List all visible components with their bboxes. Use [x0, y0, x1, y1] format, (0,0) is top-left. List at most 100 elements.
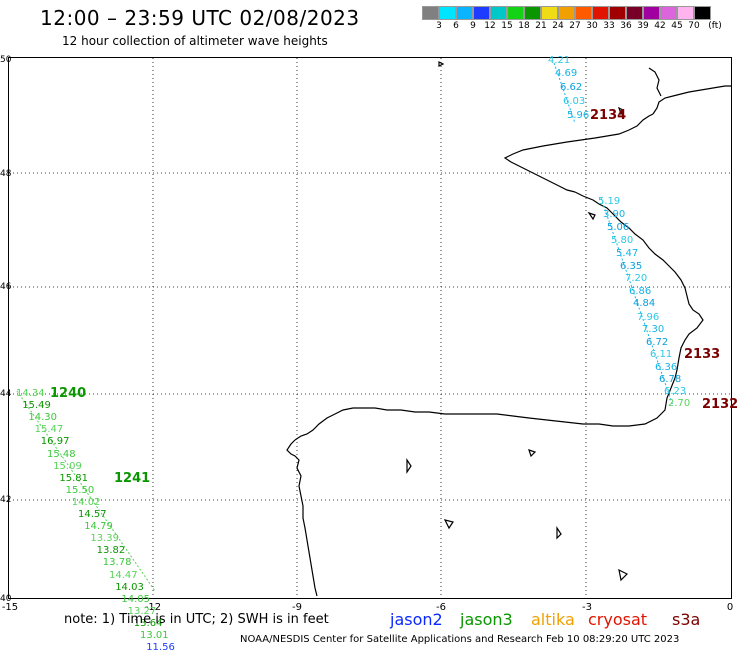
wave-height-label: 5.80 [611, 235, 634, 246]
wave-height-label: 6.35 [620, 261, 643, 272]
wave-height-label: 6.78 [659, 374, 682, 385]
color-swatch [524, 6, 541, 20]
wave-height-label: 16.97 [40, 436, 70, 448]
color-scale-tick-label: 39 [637, 21, 649, 31]
color-swatch [541, 6, 558, 20]
color-swatch [473, 6, 490, 20]
wave-height-label: 13.64 [133, 617, 163, 629]
lat-lon-grid [9, 58, 731, 598]
coastline [286, 61, 731, 597]
color-scale-tick-label: 18 [518, 21, 530, 31]
wave-height-label: 14.34 [16, 388, 45, 399]
lat-label-46: 46 [0, 282, 12, 292]
coastline-france-west [574, 191, 704, 389]
color-scale-tick-label: 45 [671, 21, 683, 31]
wave-height-label: 13.27 [127, 605, 157, 617]
wave-height-label: 5.47 [616, 248, 639, 259]
pass-number-2134: 2134 [590, 108, 627, 123]
wave-height-label: 5.06 [607, 222, 630, 233]
color-swatch [660, 6, 677, 20]
lat-label-42: 42 [0, 495, 12, 505]
chart-subtitle: 12 hour collection of altimeter wave hei… [62, 34, 328, 48]
note-text: note: 1) Time is in UTC; 2) SWH is in fe… [64, 612, 329, 627]
color-scale-tick-label: 6 [453, 21, 459, 31]
island-1 [438, 61, 445, 67]
color-scale-tick-label: 27 [569, 21, 581, 31]
island-2 [617, 106, 624, 116]
lat-label-40: 40 [0, 594, 12, 604]
track-jason3-west [16, 390, 156, 592]
wave-height-label: 6.72 [646, 337, 669, 348]
lat-label-48: 48 [0, 169, 12, 179]
wave-height-label: 3.90 [603, 209, 626, 220]
pass-number-1241: 1241 [114, 471, 151, 486]
wave-height-label: 6.03 [563, 96, 586, 107]
color-swatch [609, 6, 626, 20]
wave-height-label: 13.78 [102, 557, 132, 569]
pass-number-2133: 2133 [684, 347, 721, 362]
color-swatch [677, 6, 694, 20]
legend-cryosat: cryosat [588, 610, 648, 629]
color-scale-tick-label: 21 [535, 21, 547, 31]
color-scale-tick-label: 24 [552, 21, 564, 31]
coastline-normandy [652, 85, 731, 115]
color-scale-tick-label: 30 [586, 21, 598, 31]
island-7 [556, 526, 562, 540]
color-scale-tick-label: 12 [484, 21, 496, 31]
color-scale-tick-label: 36 [620, 21, 632, 31]
wave-height-label: 13.01 [140, 630, 169, 641]
island-8 [528, 449, 537, 458]
wave-height-label: 14.47 [109, 569, 138, 581]
wave-height-label: 7.96 [637, 312, 660, 323]
color-swatch [558, 6, 575, 20]
island-4 [443, 519, 454, 530]
satellite-tracks [16, 62, 674, 592]
lat-label-50: 50 [0, 55, 12, 65]
track-cryosat-biscay [600, 197, 674, 407]
lon-label-0: 0 [726, 602, 734, 613]
color-swatch [422, 6, 439, 20]
wave-height-label: 5.19 [598, 196, 621, 207]
wave-height-label: 6.62 [560, 82, 583, 93]
island-5 [618, 568, 629, 582]
lat-label-44: 44 [0, 389, 12, 399]
pass-number-2132: 2132 [702, 397, 739, 412]
wave-height-label: 15.49 [22, 400, 51, 412]
color-scale-labels: 3 6 9 12 15 18 21 24 27 30 33 36 39 42 45 70 (ft) [422, 21, 740, 35]
coastline-galicia-portugal [286, 439, 318, 597]
map-svg [9, 58, 731, 598]
color-scale-tick-label: 15 [501, 21, 513, 31]
island-6 [406, 458, 412, 474]
color-scale-tick-label: 9 [470, 21, 476, 31]
wave-height-label: 4.84 [633, 298, 656, 309]
color-swatch [575, 6, 592, 20]
color-scale-tick-label: 3 [436, 21, 442, 31]
lon-label-minus3: -3 [582, 602, 592, 613]
chart-title: 12:00 – 23:59 UTC 02/08/2023 [40, 6, 360, 30]
pass-number-1240: 1240 [50, 386, 87, 401]
wave-height-label: 6.36 [655, 362, 678, 373]
wave-height-label: 4.69 [555, 68, 578, 79]
wave-height-label: 15.50 [65, 484, 95, 496]
track-cryosat-north [553, 62, 576, 124]
wave-height-label: 13.39 [90, 533, 120, 545]
lon-label-minus15: -15 [1, 602, 19, 613]
wave-height-label: 14.57 [78, 509, 107, 520]
color-swatch [507, 6, 524, 20]
color-swatch [694, 6, 711, 20]
color-swatch [456, 6, 473, 20]
wave-height-label: 6.86 [629, 286, 652, 297]
color-scale-tick-label: 70 [688, 21, 700, 31]
wave-height-label: 13.82 [96, 545, 126, 557]
wave-height-label: 5.96 [567, 110, 590, 121]
color-scale-tick-label: 33 [603, 21, 615, 31]
color-swatch [439, 6, 456, 20]
wave-height-label: 6.11 [650, 349, 673, 360]
wave-height-label: 2.70 [668, 398, 691, 409]
wave-height-label: 6.23 [664, 386, 687, 397]
wave-height-label: 4.21 [548, 55, 571, 66]
color-swatch [592, 6, 609, 20]
wave-height-label: 15.81 [59, 472, 89, 484]
coastline-north-spain [294, 387, 672, 441]
wave-height-label: 15.09 [53, 460, 82, 472]
